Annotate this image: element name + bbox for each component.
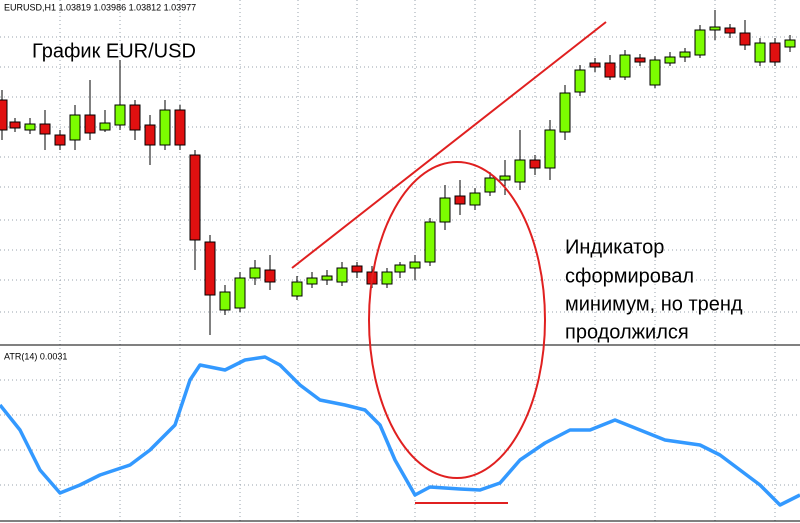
- candle-body: [219, 291, 231, 311]
- candle-body: [589, 62, 601, 68]
- candle-body: [381, 271, 393, 285]
- candle-body: [634, 57, 646, 63]
- candle-body: [529, 159, 541, 169]
- chart-title: График EUR/USD: [32, 40, 196, 62]
- annotation-line: Индикатор: [565, 236, 664, 258]
- candle-body: [604, 62, 616, 78]
- candle-body: [54, 134, 66, 146]
- candles: [0, 10, 796, 335]
- candle-body: [0, 99, 8, 131]
- candle-body: [351, 265, 363, 273]
- candle-body: [484, 177, 496, 193]
- candle-body: [574, 69, 586, 93]
- symbol-header: EURUSD,H1 1.03819 1.03986 1.03812 1.0397…: [4, 2, 196, 12]
- candle-body: [724, 27, 736, 34]
- candle-body: [454, 195, 466, 205]
- candle-body: [784, 39, 796, 48]
- candle-body: [694, 29, 706, 56]
- candle-body: [234, 277, 246, 309]
- candle-body: [291, 281, 303, 297]
- candle-body: [739, 32, 751, 46]
- candle-body: [559, 92, 571, 133]
- candle-body: [84, 114, 96, 134]
- candle-body: [249, 267, 261, 279]
- annotation-line: минимум, но тренд: [565, 293, 743, 315]
- candle-body: [174, 109, 186, 146]
- candle-body: [649, 59, 661, 86]
- trend-line: [291, 21, 607, 269]
- candle-body: [114, 104, 126, 126]
- candle-body: [99, 122, 111, 131]
- candle-body: [189, 154, 201, 241]
- candle-body: [159, 109, 171, 146]
- candle-body: [514, 159, 526, 183]
- candle-body: [439, 197, 451, 223]
- candle-body: [619, 54, 631, 78]
- annotation-line: продолжился: [565, 321, 689, 343]
- highlight-ellipse: [368, 161, 546, 479]
- candle-body: [204, 241, 216, 296]
- candle-body: [664, 56, 676, 64]
- candle-body: [321, 275, 333, 281]
- candle-body: [9, 121, 21, 129]
- candle-body: [264, 269, 276, 283]
- candle-body: [306, 277, 318, 285]
- candle-body: [709, 26, 721, 31]
- candle-body: [679, 51, 691, 58]
- candle-body: [144, 124, 156, 146]
- candle-body: [39, 123, 51, 135]
- candle-body: [336, 267, 348, 283]
- candle-body: [424, 221, 436, 263]
- candle-body: [544, 129, 556, 169]
- candle-body: [24, 123, 36, 131]
- candle-body: [754, 42, 766, 63]
- annotation-line: сформировал: [565, 265, 694, 287]
- candle-body: [769, 42, 781, 63]
- candle-body: [394, 264, 406, 273]
- candle-body: [469, 192, 481, 206]
- atr-line: [0, 355, 800, 507]
- candle-body: [499, 175, 511, 181]
- candle-body: [409, 261, 421, 269]
- candle-body: [69, 114, 81, 141]
- candle-body: [129, 104, 141, 131]
- indicator-label: ATR(14) 0.0031: [4, 351, 67, 361]
